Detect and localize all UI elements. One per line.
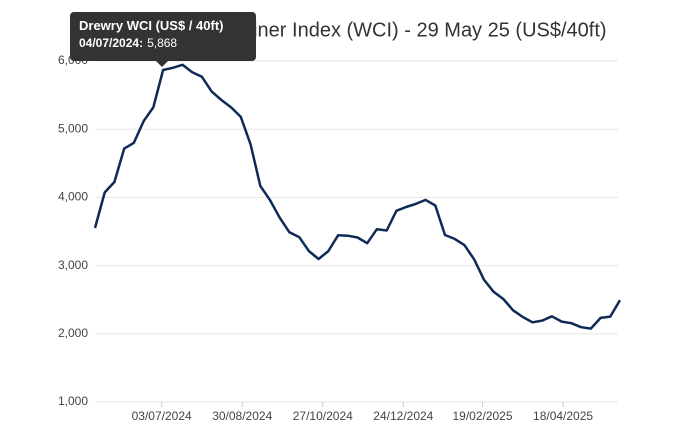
tooltip: Drewry WCI (US$ / 40ft) 04/07/20245,868 [70, 12, 256, 67]
data-line [93, 63, 622, 330]
tooltip-title: Drewry WCI (US$ / 40ft) [79, 18, 224, 33]
tooltip-value: 5,868 [147, 36, 178, 50]
y-tick-label: 4,000 [58, 190, 88, 204]
y-tick-label: 3,000 [58, 258, 88, 272]
y-tick-label: 2,000 [58, 326, 88, 340]
x-tick-label: 19/02/2025 [452, 409, 512, 423]
x-tick-label: 18/04/2025 [533, 409, 593, 423]
x-tick-label: 03/07/2024 [132, 409, 192, 423]
x-tick-label: 30/08/2024 [212, 409, 272, 423]
y-tick-label: 5,000 [58, 121, 88, 135]
x-tick-label: 24/12/2024 [373, 409, 433, 423]
y-tick-label: 1,000 [58, 394, 88, 408]
x-tick-label: 27/10/2024 [293, 409, 353, 423]
tooltip-date: 04/07/2024 [79, 36, 147, 50]
